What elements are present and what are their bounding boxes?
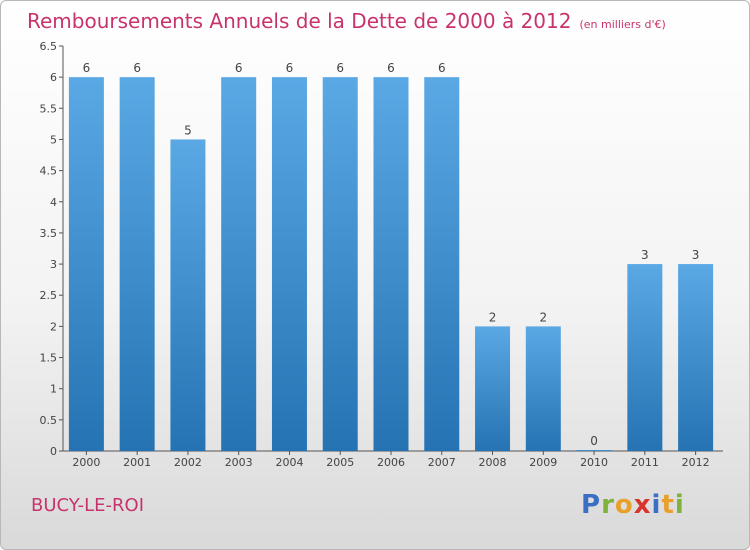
bar-value-label: 0 xyxy=(590,434,598,448)
bar xyxy=(68,77,104,452)
y-tick-label: 4.5 xyxy=(40,165,58,178)
bar-value-label: 6 xyxy=(438,61,446,75)
proxiti-logo: Proxiti xyxy=(581,490,685,520)
logo-letter: r xyxy=(601,490,615,520)
bar-value-label: 2 xyxy=(489,310,497,324)
bar-value-label: 6 xyxy=(133,61,141,75)
y-tick-label: 3 xyxy=(50,258,57,271)
y-tick-label: 5 xyxy=(50,133,57,146)
y-tick-label: 6.5 xyxy=(40,40,58,53)
x-tick-label: 2009 xyxy=(529,456,557,469)
bar xyxy=(221,77,257,452)
x-tick-label: 2003 xyxy=(225,456,253,469)
bar xyxy=(475,326,511,451)
bar xyxy=(525,326,561,451)
y-tick-label: 2.5 xyxy=(40,289,58,302)
y-tick-label: 1 xyxy=(50,383,57,396)
bar xyxy=(424,77,460,452)
y-tick-label: 5.5 xyxy=(40,102,58,115)
chart-title: Remboursements Annuels de la Dette de 20… xyxy=(27,9,666,33)
bar xyxy=(373,77,409,452)
bar-value-label: 3 xyxy=(641,248,649,262)
logo-letter: i xyxy=(651,490,662,520)
x-tick-label: 2005 xyxy=(326,456,354,469)
bar-value-label: 5 xyxy=(184,123,192,137)
x-tick-label: 2010 xyxy=(580,456,608,469)
x-tick-label: 2007 xyxy=(428,456,456,469)
bar xyxy=(627,264,663,451)
y-tick-label: 0.5 xyxy=(40,414,58,427)
bar xyxy=(119,77,155,452)
y-tick-label: 3.5 xyxy=(40,227,58,240)
chart-title-text: Remboursements Annuels de la Dette de 20… xyxy=(27,9,572,33)
x-tick-label: 2012 xyxy=(682,456,710,469)
logo-letter: P xyxy=(581,490,602,520)
chart-axes: 0 0.5 1 1.5 2 2.5 3 3.5 4 4.5 5 5.5 6 6.5 xyxy=(40,40,723,458)
bar xyxy=(170,139,206,451)
y-tick-label: 2 xyxy=(50,320,57,333)
y-tick-label: 0 xyxy=(50,445,57,458)
x-tick-label: 2002 xyxy=(174,456,202,469)
y-tick-label: 1.5 xyxy=(40,352,58,365)
logo-letter: t xyxy=(661,490,675,520)
chart-bars: 6 2000 6 2001 5 2002 6 2003 6 2004 6 2005 6 2006 6 2007… xyxy=(68,61,714,469)
bar xyxy=(322,77,358,452)
x-tick-label: 2008 xyxy=(479,456,507,469)
logo-letter: x xyxy=(633,490,652,520)
bar xyxy=(576,450,612,451)
x-tick-label: 2006 xyxy=(377,456,405,469)
bar-value-label: 6 xyxy=(235,61,243,75)
bar-value-label: 6 xyxy=(83,61,91,75)
y-tick-label: 6 xyxy=(50,71,57,84)
bar-value-label: 3 xyxy=(692,248,700,262)
x-tick-label: 2001 xyxy=(123,456,151,469)
bar xyxy=(678,264,714,451)
logo-letter: i xyxy=(674,490,685,520)
bar-value-label: 6 xyxy=(286,61,294,75)
bar xyxy=(271,77,307,452)
x-tick-label: 2011 xyxy=(631,456,659,469)
chart-subtitle: (en milliers d'€) xyxy=(579,18,666,31)
y-tick-label: 4 xyxy=(50,196,57,209)
bar-value-label: 6 xyxy=(336,61,344,75)
x-tick-label: 2004 xyxy=(275,456,303,469)
town-name: BUCY-LE-ROI xyxy=(31,495,145,516)
bar-value-label: 2 xyxy=(539,310,547,324)
bar-value-label: 6 xyxy=(387,61,395,75)
logo-letter: o xyxy=(614,490,634,520)
x-tick-label: 2000 xyxy=(72,456,100,469)
